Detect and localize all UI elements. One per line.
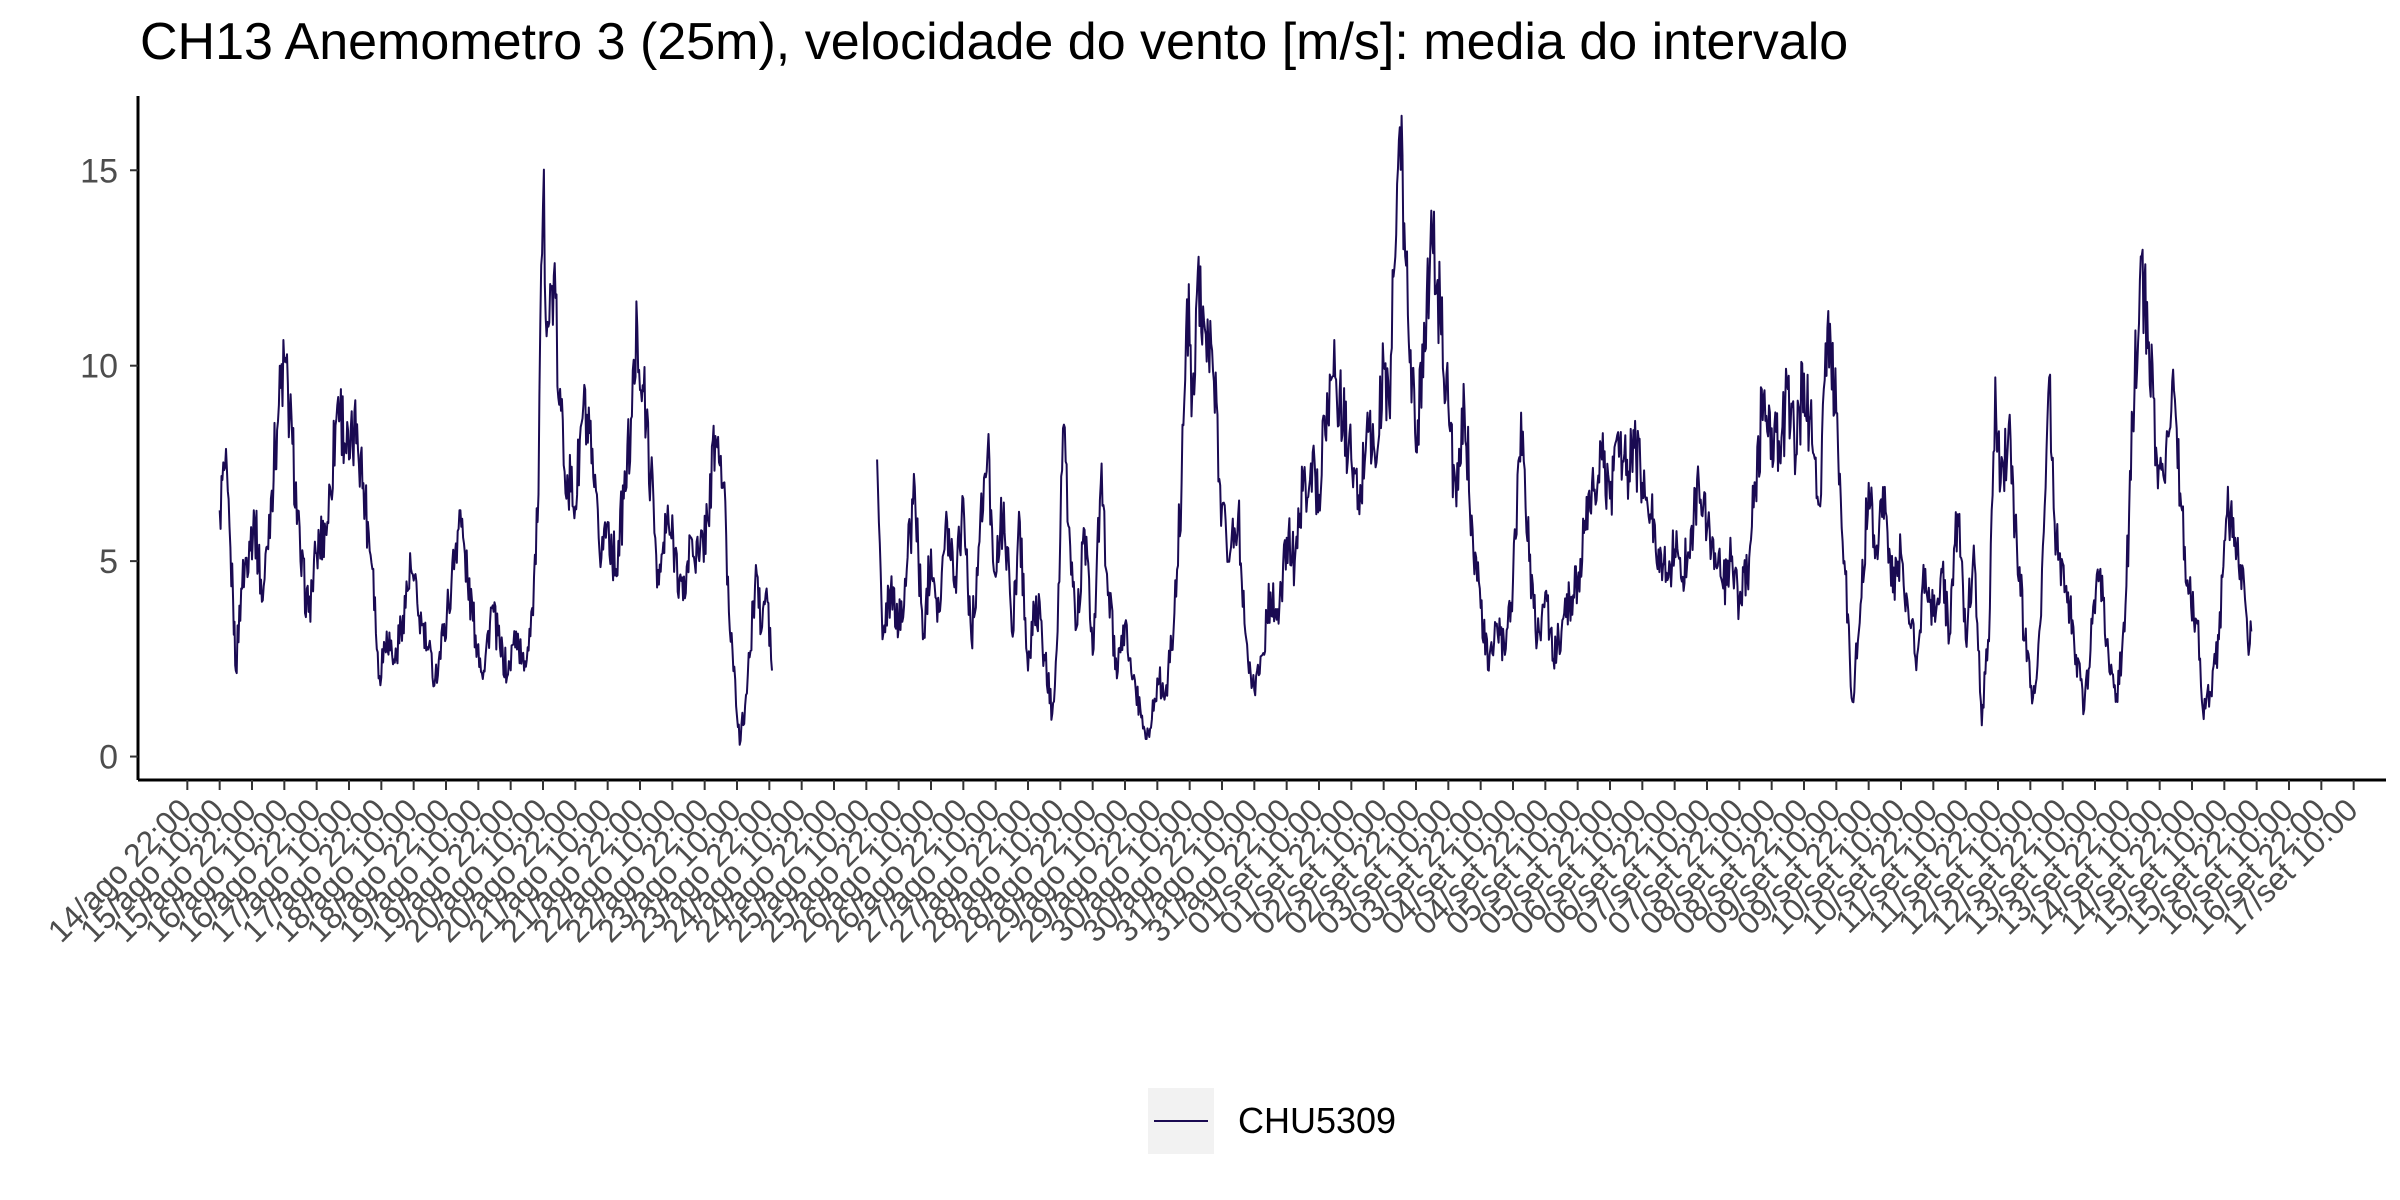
y-tick-label: 15 [80,152,118,190]
legend: CHU5309 [1148,1088,1396,1154]
legend-key [1148,1088,1214,1154]
y-tick-label: 10 [80,348,118,386]
y-tick-label: 0 [99,739,118,777]
series-layer [218,114,2253,746]
y-tick-label: 5 [99,543,118,581]
series-line-segment [218,168,773,746]
legend-label: CHU5309 [1238,1100,1397,1141]
y-ticks: 0 5 10 15 [80,152,138,777]
legend-key-line [1154,1120,1208,1122]
chart-title: CH13 Anemometro 3 (25m), velocidade do v… [140,13,1849,71]
series-line-segment [876,114,2253,740]
